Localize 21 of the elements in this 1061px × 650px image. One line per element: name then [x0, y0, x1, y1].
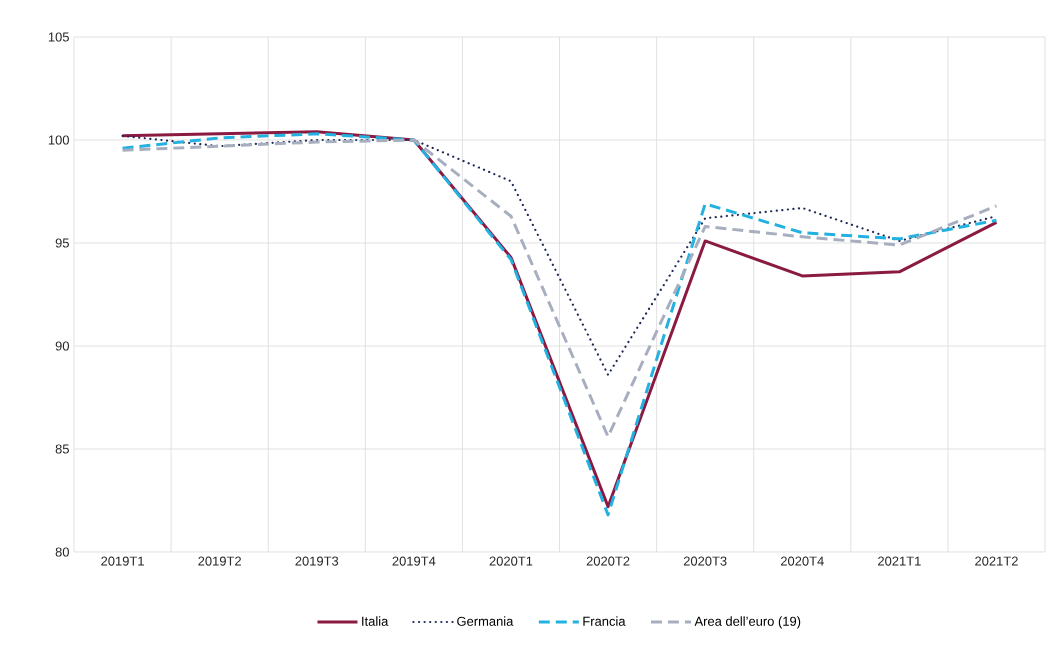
x-tick-label: 2019T1 — [101, 556, 144, 566]
legend-label: Area dell’euro (19) — [694, 616, 801, 629]
y-tick-label: 80 — [55, 547, 69, 557]
legend-label: Italia — [362, 616, 389, 626]
x-tick-label: 2021T1 — [878, 556, 921, 566]
x-tick-label: 2020T2 — [586, 556, 630, 566]
y-tick-label: 85 — [55, 444, 69, 454]
x-tick-label: 2019T4 — [392, 556, 436, 566]
y-tick-label: 95 — [55, 238, 69, 248]
x-tick-label: 2020T4 — [780, 556, 824, 566]
x-tick-label: 2019T3 — [295, 556, 339, 566]
legend-label: Germania — [457, 616, 514, 626]
legend-label: Francia — [583, 616, 626, 626]
x-tick-label: 2020T1 — [489, 556, 533, 566]
x-tick-label: 2021T2 — [975, 556, 1018, 566]
y-tick-label: 90 — [55, 341, 69, 351]
x-tick-label: 2019T2 — [198, 556, 241, 566]
x-tick-label: 2020T3 — [683, 556, 727, 566]
line-series — [121, 138, 998, 439]
y-tick-label: 105 — [48, 32, 69, 42]
y-tick-label: 100 — [48, 135, 69, 145]
